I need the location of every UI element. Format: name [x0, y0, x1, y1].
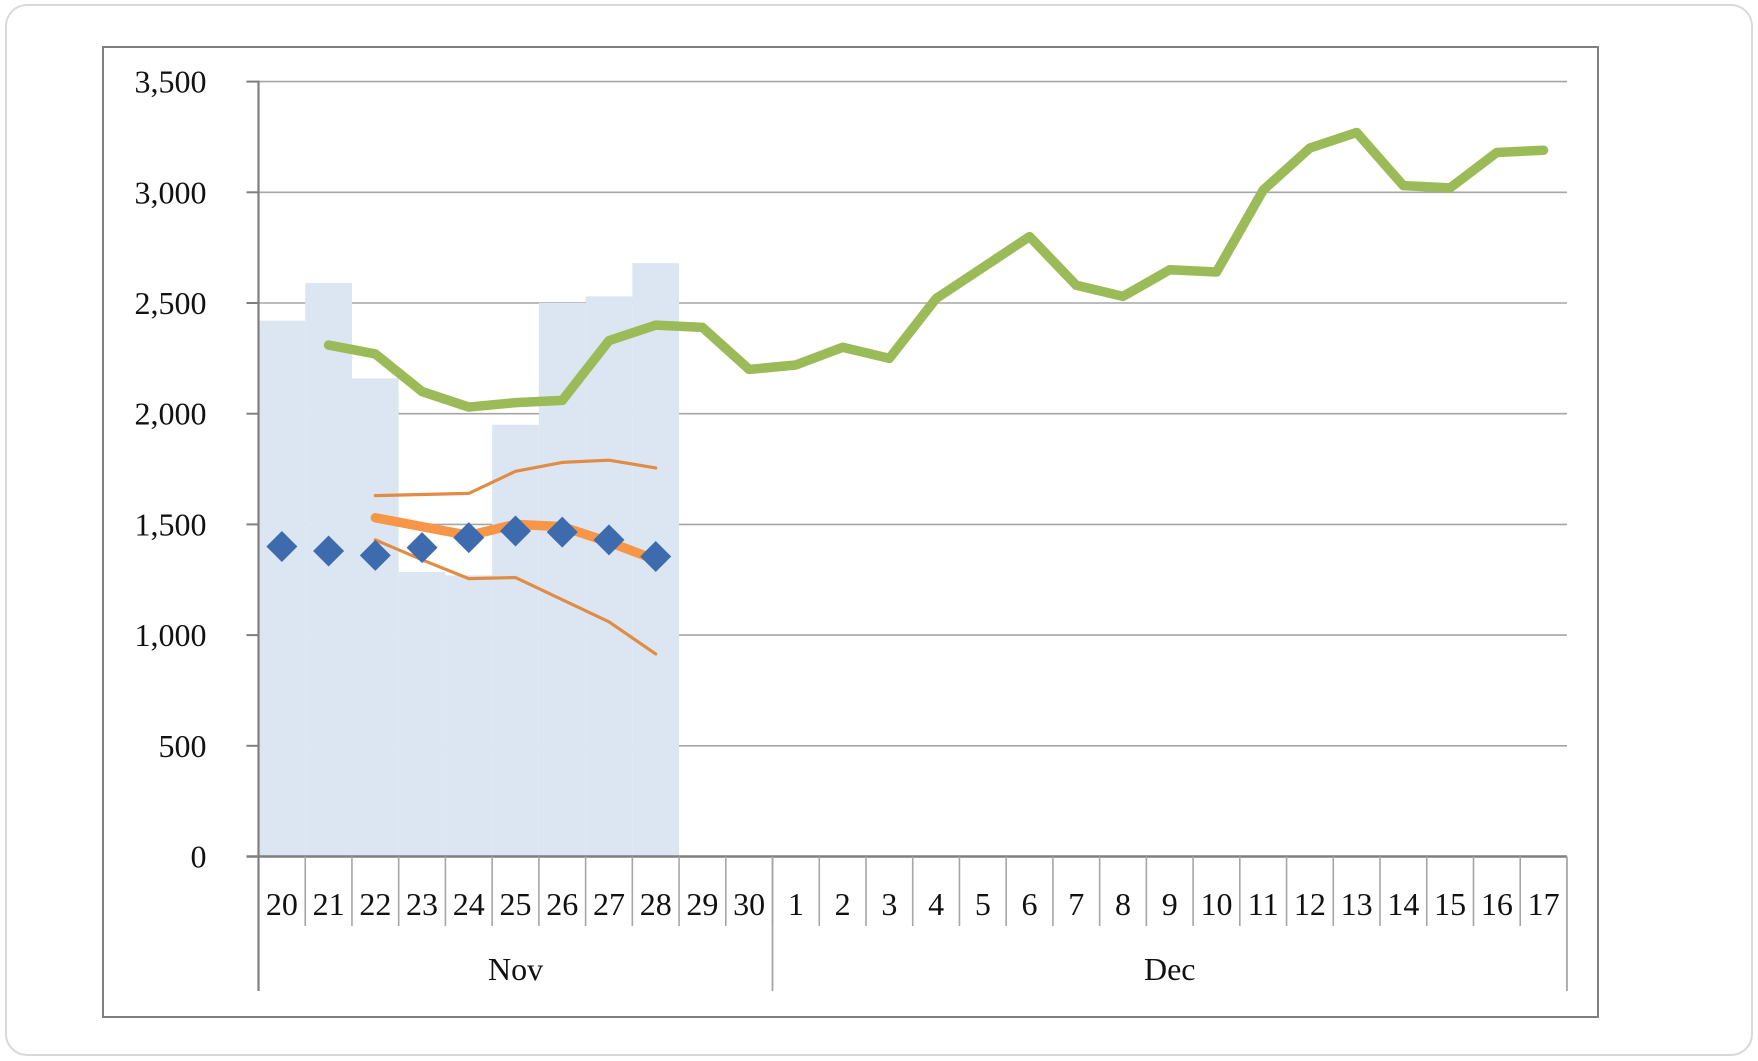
bar: [492, 424, 539, 857]
bar: [585, 296, 633, 857]
x-axis-day-label: 5: [975, 886, 991, 922]
x-axis-day-label: 13: [1341, 886, 1373, 922]
x-axis-day-label: 4: [928, 886, 944, 922]
y-axis-tick-label: 0: [191, 839, 207, 875]
x-axis-day-label: 9: [1162, 886, 1178, 922]
x-axis-day-label: 17: [1528, 886, 1560, 922]
bar: [398, 572, 446, 857]
x-axis-day-label: 22: [359, 886, 391, 922]
x-axis-day-label: 8: [1115, 886, 1131, 922]
x-axis-day-label: 7: [1068, 886, 1084, 922]
blue-diamond-marker: [500, 515, 532, 547]
x-axis-day-label: 21: [313, 886, 345, 922]
x-axis-day-label: 20: [266, 886, 298, 922]
x-axis-day-label: 25: [500, 886, 532, 922]
x-axis-day-label: 16: [1481, 886, 1513, 922]
y-axis-tick-label: 500: [159, 728, 207, 764]
blue-diamond-marker: [406, 532, 438, 564]
x-axis-month-label: Nov: [488, 951, 543, 987]
x-axis-day-label: 30: [733, 886, 765, 922]
x-axis-day-label: 1: [788, 886, 804, 922]
x-axis-day-label: 28: [640, 886, 672, 922]
bar: [305, 283, 352, 857]
x-axis-day-label: 2: [835, 886, 851, 922]
x-axis-month-label: Dec: [1144, 951, 1196, 987]
y-axis-tick-label: 1,000: [135, 617, 207, 653]
y-axis-tick-label: 1,500: [135, 506, 207, 542]
x-axis-day-label: 14: [1387, 886, 1419, 922]
blue-diamond-marker: [266, 531, 298, 563]
bar: [351, 378, 399, 857]
x-axis-day-label: 15: [1434, 886, 1466, 922]
x-axis-day-label: 3: [881, 886, 897, 922]
x-axis-day-label: 27: [593, 886, 625, 922]
x-axis-day-label: 12: [1294, 886, 1326, 922]
x-axis-day-label: 11: [1248, 886, 1279, 922]
x-axis-day-label: 29: [686, 886, 718, 922]
y-axis-tick-label: 2,500: [135, 285, 207, 321]
x-axis-day-label: 24: [453, 886, 485, 922]
blue-diamond-marker: [453, 522, 485, 554]
y-axis-tick-label: 3,000: [135, 174, 207, 210]
x-axis-day-label: 23: [406, 886, 438, 922]
x-axis-day-label: 6: [1022, 886, 1038, 922]
blue-diamond-marker: [593, 524, 625, 556]
x-axis-day-label: 10: [1200, 886, 1232, 922]
blue-diamond-marker: [313, 535, 345, 567]
green-line: [323, 127, 1549, 412]
blue-diamond-marker: [546, 516, 578, 548]
y-axis-tick-label: 2,000: [135, 396, 207, 432]
bar: [258, 320, 306, 857]
orange-upper-thin-line: [373, 458, 658, 498]
bar: [445, 575, 493, 857]
blue-diamond-marker: [359, 539, 391, 571]
y-axis-tick-label: 3,500: [135, 64, 207, 100]
x-axis-day-label: 26: [546, 886, 578, 922]
blue-diamond-marker: [640, 541, 672, 573]
